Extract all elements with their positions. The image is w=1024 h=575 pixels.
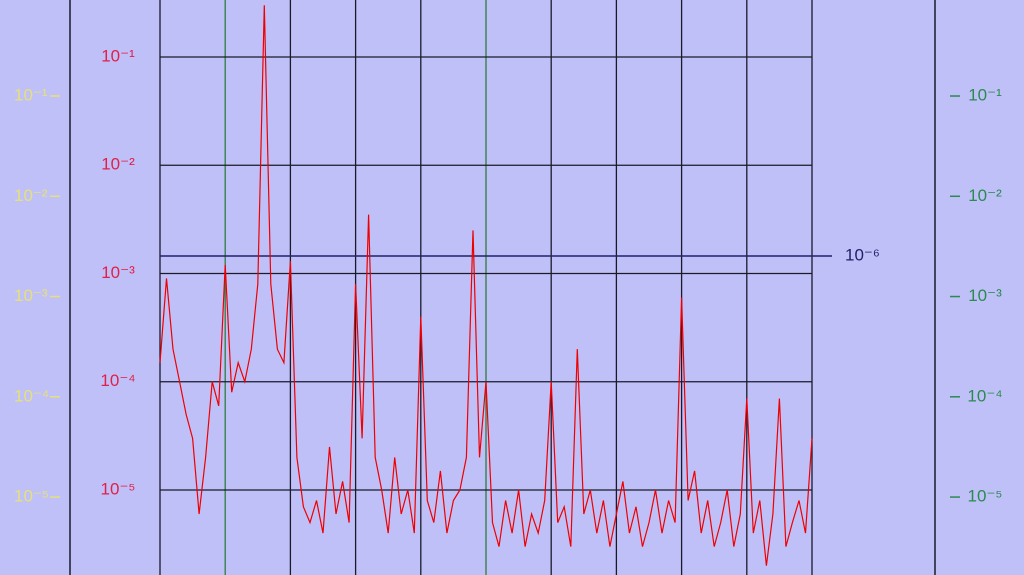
right-tick-label: 10⁻¹ bbox=[968, 85, 1002, 104]
left-tick-label: 10⁻³ bbox=[14, 286, 48, 305]
right-tick-label: 10⁻⁵ bbox=[968, 487, 1003, 506]
right-tick-label: 10⁻² bbox=[968, 186, 1002, 205]
y-tick-label: 10⁻³ bbox=[101, 263, 135, 282]
reference-label: 10⁻⁶ bbox=[845, 245, 880, 264]
y-tick-label: 10⁻² bbox=[101, 155, 135, 174]
y-tick-label: 10⁻⁴ bbox=[100, 371, 135, 390]
left-tick-label: 10⁻⁴ bbox=[14, 386, 49, 405]
spectrum-line bbox=[159, 5, 813, 566]
left-tick-label: 10⁻⁵ bbox=[14, 487, 49, 506]
right-tick-label: 10⁻³ bbox=[968, 286, 1002, 305]
y-tick-label: 10⁻⁵ bbox=[101, 479, 136, 498]
left-tick-label: 10⁻¹ bbox=[14, 85, 48, 104]
y-tick-label: 10⁻¹ bbox=[101, 46, 135, 65]
left-tick-label: 10⁻² bbox=[14, 186, 48, 205]
right-tick-label: 10⁻⁴ bbox=[967, 386, 1002, 405]
